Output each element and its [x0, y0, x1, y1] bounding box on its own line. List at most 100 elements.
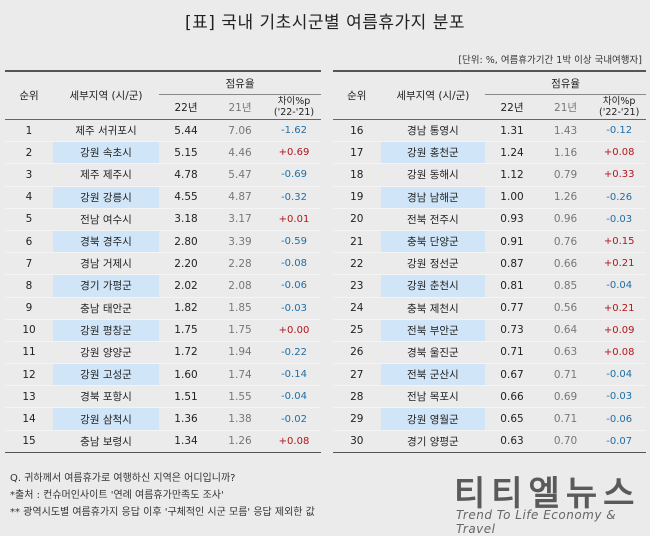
table-row: 14 강원 삼척시 1.36 1.38 -0.02 [5, 407, 321, 431]
share-21-cell: 2.08 [213, 274, 267, 298]
diff-cell: -0.04 [592, 274, 646, 298]
share-22-cell: 1.00 [485, 186, 539, 209]
table-row: 3 제주 제주시 4.78 5.47 -0.69 [5, 163, 321, 187]
header-diff: 차이%p ('22-'21) [267, 95, 321, 120]
table-row: 1 제주 서귀포시 5.44 7.06 -1.62 [5, 119, 321, 143]
diff-cell: -0.32 [267, 186, 321, 209]
share-21-cell: 4.46 [213, 141, 267, 165]
table-title: [표] 국내 기초시군별 여름휴가지 분포 [185, 13, 465, 33]
diff-cell: +0.08 [592, 341, 646, 365]
share-22-cell: 0.91 [485, 230, 539, 254]
diff-cell: +0.08 [267, 430, 321, 453]
diff-cell: -0.26 [592, 186, 646, 209]
region-cell: 경기 양평군 [380, 430, 486, 453]
region-cell: 충남 보령시 [53, 430, 159, 453]
share-22-cell: 4.78 [159, 163, 213, 187]
rank-cell: 19 [333, 186, 381, 209]
region-cell: 강원 평창군 [53, 319, 159, 342]
table-row: 16 경남 통영시 1.31 1.43 -0.12 [333, 119, 646, 143]
rank-cell: 13 [5, 385, 53, 409]
region-cell: 경남 통영시 [380, 119, 486, 143]
header-rank: 순위 [347, 90, 367, 102]
share-22-cell: 1.75 [159, 319, 213, 342]
header-occupancy: 점유율 [159, 71, 321, 95]
share-22-cell: 1.34 [159, 430, 213, 453]
share-21-cell: 0.96 [538, 208, 593, 231]
table-row: 30 경기 양평군 0.63 0.70 -0.07 [333, 430, 646, 453]
table-row: 29 강원 영월군 0.65 0.71 -0.06 [333, 407, 646, 431]
share-21-cell: 0.71 [538, 407, 593, 431]
rank-cell: 12 [5, 363, 53, 387]
region-cell: 강원 영월군 [380, 407, 486, 431]
table-row: 19 경남 남해군 1.00 1.26 -0.26 [333, 186, 646, 209]
share-22-cell: 1.82 [159, 297, 213, 320]
source-note: *출처 : 컨슈머인사이트 '연례 여름휴가만족도 조사' [10, 490, 224, 501]
region-cell: 전북 전주시 [380, 208, 486, 231]
share-21-cell: 1.26 [213, 430, 267, 453]
diff-cell: +0.21 [592, 252, 646, 276]
share-22-cell: 5.44 [159, 119, 213, 143]
table-row: 18 강원 동해시 1.12 0.79 +0.33 [333, 163, 646, 187]
diff-cell: -0.59 [267, 230, 321, 254]
share-21-cell: 0.79 [538, 163, 593, 187]
share-21-cell: 1.38 [213, 407, 267, 431]
region-cell: 경북 경주시 [53, 230, 159, 254]
diff-cell: +0.15 [592, 230, 646, 254]
diff-cell: -0.04 [267, 385, 321, 409]
table-row: 6 경북 경주시 2.80 3.39 -0.59 [5, 230, 321, 254]
region-cell: 강원 홍천군 [380, 141, 486, 165]
share-22-cell: 0.66 [485, 385, 539, 409]
region-cell: 강원 동해시 [380, 163, 486, 187]
diff-cell: -0.06 [267, 274, 321, 298]
share-21-cell: 0.56 [538, 297, 593, 320]
share-21-cell: 0.64 [538, 319, 593, 342]
header-diff: 차이%p ('22-'21) [592, 95, 646, 120]
exclusion-note: ** 광역시도별 여름휴가지 응답 이후 '구체적인 시군 모름' 응답 제외한… [10, 507, 315, 518]
diff-cell: -0.06 [592, 407, 646, 431]
region-cell: 경북 포항시 [53, 385, 159, 409]
region-cell: 전남 여수시 [53, 208, 159, 231]
region-cell: 강원 강릉시 [53, 186, 159, 209]
share-21-cell: 0.69 [538, 385, 593, 409]
diff-cell: -0.02 [267, 407, 321, 431]
share-21-cell: 0.71 [538, 363, 593, 387]
rank-cell: 8 [5, 274, 53, 298]
rank-cell: 28 [333, 385, 381, 409]
diff-cell: +0.01 [267, 208, 321, 231]
share-21-cell: 0.66 [538, 252, 593, 276]
share-22-cell: 2.02 [159, 274, 213, 298]
share-22-cell: 1.31 [485, 119, 539, 143]
rank-cell: 2 [5, 141, 53, 165]
share-21-cell: 0.63 [538, 341, 593, 365]
share-21-cell: 2.28 [213, 252, 267, 276]
header-diff-label: 차이%p [602, 96, 636, 107]
share-21-cell: 1.55 [213, 385, 267, 409]
rank-cell: 6 [5, 230, 53, 254]
survey-question: Q. 귀하께서 여름휴가로 여행하신 지역은 어디입니까? [10, 473, 236, 484]
header-year-21: 21년 [554, 101, 578, 114]
share-22-cell: 0.71 [485, 341, 539, 365]
table-row: 28 전남 목포시 0.66 0.69 -0.03 [333, 385, 646, 409]
rank-cell: 25 [333, 319, 381, 342]
region-cell: 강원 정선군 [380, 252, 486, 276]
share-22-cell: 2.20 [159, 252, 213, 276]
share-22-cell: 0.87 [485, 252, 539, 276]
table-row: 27 전북 군산시 0.67 0.71 -0.04 [333, 363, 646, 387]
table-row: 2 강원 속초시 5.15 4.46 +0.69 [5, 141, 321, 165]
rank-cell: 1 [5, 119, 53, 143]
share-22-cell: 1.51 [159, 385, 213, 409]
diff-cell: -0.12 [592, 119, 646, 143]
region-cell: 강원 고성군 [53, 363, 159, 387]
region-cell: 강원 양양군 [53, 341, 159, 365]
share-21-cell: 1.74 [213, 363, 267, 387]
region-cell: 경남 남해군 [380, 186, 486, 209]
share-21-cell: 1.16 [538, 141, 593, 165]
header-diff-label: 차이%p [277, 96, 311, 107]
region-cell: 충북 단양군 [380, 230, 486, 254]
share-21-cell: 7.06 [213, 119, 267, 143]
share-22-cell: 5.15 [159, 141, 213, 165]
diff-cell: -0.22 [267, 341, 321, 365]
share-21-cell: 1.43 [538, 119, 593, 143]
share-21-cell: 0.70 [538, 430, 593, 453]
rank-cell: 4 [5, 186, 53, 209]
